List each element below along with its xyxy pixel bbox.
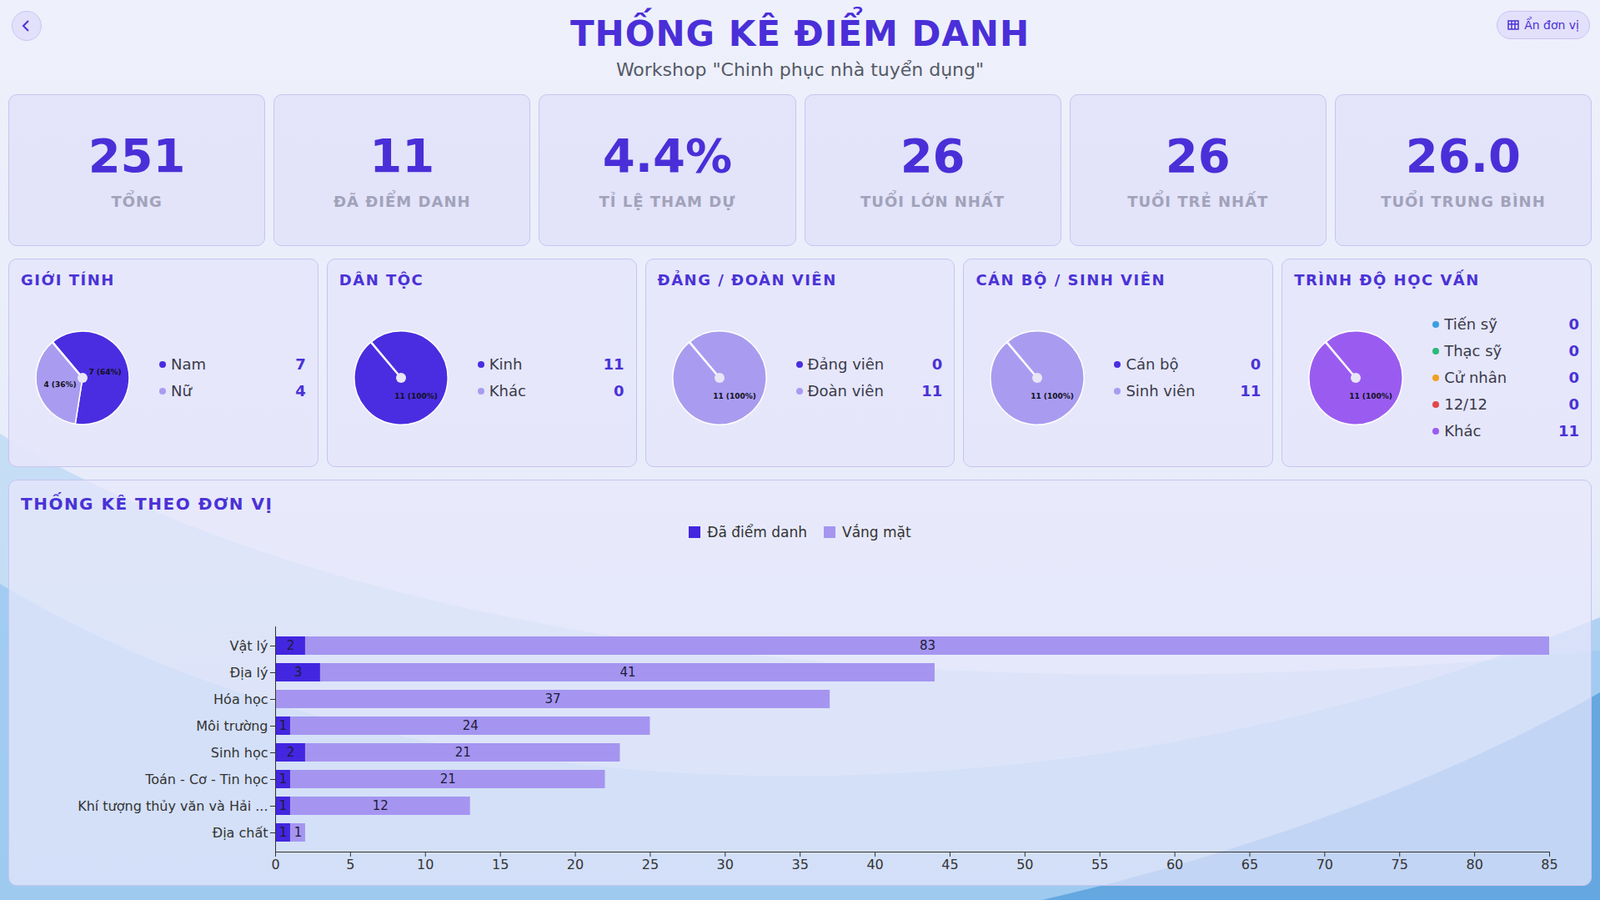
html-text:TUỔI LỚN NHẤT: TUỔI LỚN NHẤT	[860, 192, 1005, 211]
svg-text:Khí tượng thủy văn và Hải ...: Khí tượng thủy văn và Hải ...	[77, 797, 268, 814]
svg-text:3: 3	[294, 664, 303, 680]
svg-text:11 (100%): 11 (100%)	[1031, 391, 1075, 400]
svg-text:21: 21	[440, 771, 457, 787]
svg-text:Toán - Cơ - Tin học: Toán - Cơ - Tin học	[144, 771, 268, 788]
svg-text:0: 0	[270, 856, 280, 873]
svg-text:2: 2	[286, 637, 296, 653]
html-text:Đoàn viên: Đoàn viên	[807, 381, 884, 400]
svg-text:30: 30	[717, 856, 734, 873]
html-text:Sinh viên: Sinh viên	[1125, 381, 1196, 400]
svg-text:1: 1	[294, 824, 303, 840]
svg-text:Địa chất: Địa chất	[212, 824, 269, 841]
html-text:Nữ: Nữ	[170, 381, 192, 400]
html-text:11: 11	[1558, 421, 1580, 440]
svg-text:4 (36%): 4 (36%)	[43, 379, 76, 388]
svg-text:1: 1	[279, 771, 288, 787]
svg-text:20: 20	[566, 856, 584, 873]
svg-text:70: 70	[1316, 856, 1334, 873]
svg-text:11 (100%): 11 (100%)	[712, 391, 757, 400]
svg-text:35: 35	[791, 856, 808, 873]
svg-text:60: 60	[1166, 856, 1184, 873]
html-text:Nam: Nam	[170, 355, 206, 373]
svg-text:11 (100%): 11 (100%)	[1349, 391, 1393, 400]
html-text:0: 0	[1568, 315, 1580, 333]
html-text:4.4%: 4.4%	[602, 128, 733, 183]
html-text:0: 0	[613, 381, 625, 400]
html-text:GIỚI TÍNH: GIỚI TÍNH	[20, 270, 115, 289]
svg-text:2: 2	[286, 744, 296, 760]
svg-text:11 (100%): 11 (100%)	[394, 391, 438, 400]
html-text:11: 11	[1239, 381, 1261, 400]
svg-text:50: 50	[1016, 856, 1034, 873]
html-text:Workshop "Chinh phục nhà tuyển: Workshop "Chinh phục nhà tuyển dụng"	[616, 59, 984, 81]
html-text:TRÌNH ĐỘ HỌC VẤN: TRÌNH ĐỘ HỌC VẤN	[1294, 270, 1480, 289]
html-text:THỐNG KÊ THEO ĐƠN VỊ: THỐNG KÊ THEO ĐƠN VỊ	[20, 493, 274, 514]
svg-text:55: 55	[1091, 856, 1109, 873]
svg-text:83: 83	[919, 637, 936, 653]
svg-text:Vật lý: Vật lý	[229, 637, 268, 654]
html-text:0: 0	[1568, 395, 1580, 413]
svg-text:10: 10	[416, 856, 434, 873]
svg-text:1: 1	[279, 717, 288, 733]
html-text:0: 0	[1568, 341, 1580, 360]
html-text:Ẩn đơn vị: Ẩn đơn vị	[1524, 18, 1580, 32]
html-text:TỔNG: TỔNG	[111, 192, 163, 211]
html-text:26: 26	[1165, 128, 1231, 183]
html-text:0: 0	[1250, 355, 1261, 373]
svg-text:21: 21	[455, 744, 472, 760]
svg-text:Địa lý: Địa lý	[230, 664, 269, 681]
html-text:0: 0	[1568, 368, 1580, 387]
html-text:Cử nhân: Cử nhân	[1444, 368, 1507, 387]
svg-text:1: 1	[279, 824, 288, 840]
svg-text:41: 41	[619, 664, 636, 680]
svg-text:65: 65	[1241, 856, 1259, 873]
html-text:TỈ LỆ THAM DỰ: TỈ LỆ THAM DỰ	[599, 192, 736, 211]
svg-text:85: 85	[1540, 856, 1558, 873]
html-text:THỐNG KÊ ĐIỂM DANH: THỐNG KÊ ĐIỂM DANH	[570, 13, 1030, 55]
svg-text:12: 12	[372, 797, 389, 813]
html-text:0: 0	[932, 355, 943, 373]
svg-text:75: 75	[1391, 856, 1409, 873]
html-text:Khác: Khác	[489, 381, 527, 400]
svg-text:45: 45	[941, 856, 958, 873]
html-text:Đã điểm danh: Đã điểm danh	[707, 523, 808, 541]
html-text:251: 251	[88, 128, 186, 183]
html-text:26.0: 26.0	[1405, 128, 1521, 183]
svg-text:37: 37	[545, 691, 562, 707]
svg-text:80: 80	[1465, 856, 1483, 873]
svg-text:5: 5	[346, 856, 355, 873]
svg-text:Hóa học: Hóa học	[213, 691, 268, 708]
svg-text:24: 24	[462, 717, 479, 733]
html-text:Tiến sỹ: Tiến sỹ	[1444, 315, 1498, 333]
svg-text:15: 15	[491, 856, 509, 873]
html-text:Khác: Khác	[1444, 421, 1482, 440]
html-text:7: 7	[295, 355, 306, 373]
html-text:Kinh: Kinh	[489, 355, 523, 373]
html-text:11: 11	[369, 128, 435, 183]
html-text:TUỔI TRẺ NHẤT: TUỔI TRẺ NHẤT	[1127, 192, 1269, 211]
html-text:12/12: 12/12	[1444, 395, 1488, 413]
html-text:Cán bộ: Cán bộ	[1125, 355, 1179, 373]
html-text:TUỔI TRUNG BÌNH: TUỔI TRUNG BÌNH	[1380, 192, 1546, 211]
html-text:ĐẢNG / ĐOÀN VIÊN: ĐẢNG / ĐOÀN VIÊN	[657, 270, 837, 289]
html-text:CÁN BỘ / SINH VIÊN: CÁN BỘ / SINH VIÊN	[975, 270, 1166, 289]
svg-text:40: 40	[866, 856, 883, 873]
html-text:11: 11	[603, 355, 625, 373]
svg-text:25: 25	[642, 856, 659, 873]
html-text:DÂN TỘC: DÂN TỘC	[339, 270, 424, 289]
svg-text:Sinh học: Sinh học	[210, 744, 269, 761]
svg-text:Môi trường: Môi trường	[195, 717, 268, 734]
html-text:ĐÃ ĐIỂM DANH: ĐÃ ĐIỂM DANH	[333, 192, 471, 211]
html-text:4: 4	[295, 381, 306, 400]
svg-text:1: 1	[279, 797, 288, 813]
html-text:11: 11	[921, 381, 943, 400]
html-text:Thạc sỹ: Thạc sỹ	[1444, 341, 1502, 360]
html-text:Vắng mặt: Vắng mặt	[842, 523, 912, 541]
html-text:26: 26	[900, 128, 966, 183]
html-text:Đảng viên: Đảng viên	[807, 355, 885, 373]
svg-text:7 (64%): 7 (64%)	[88, 366, 121, 376]
